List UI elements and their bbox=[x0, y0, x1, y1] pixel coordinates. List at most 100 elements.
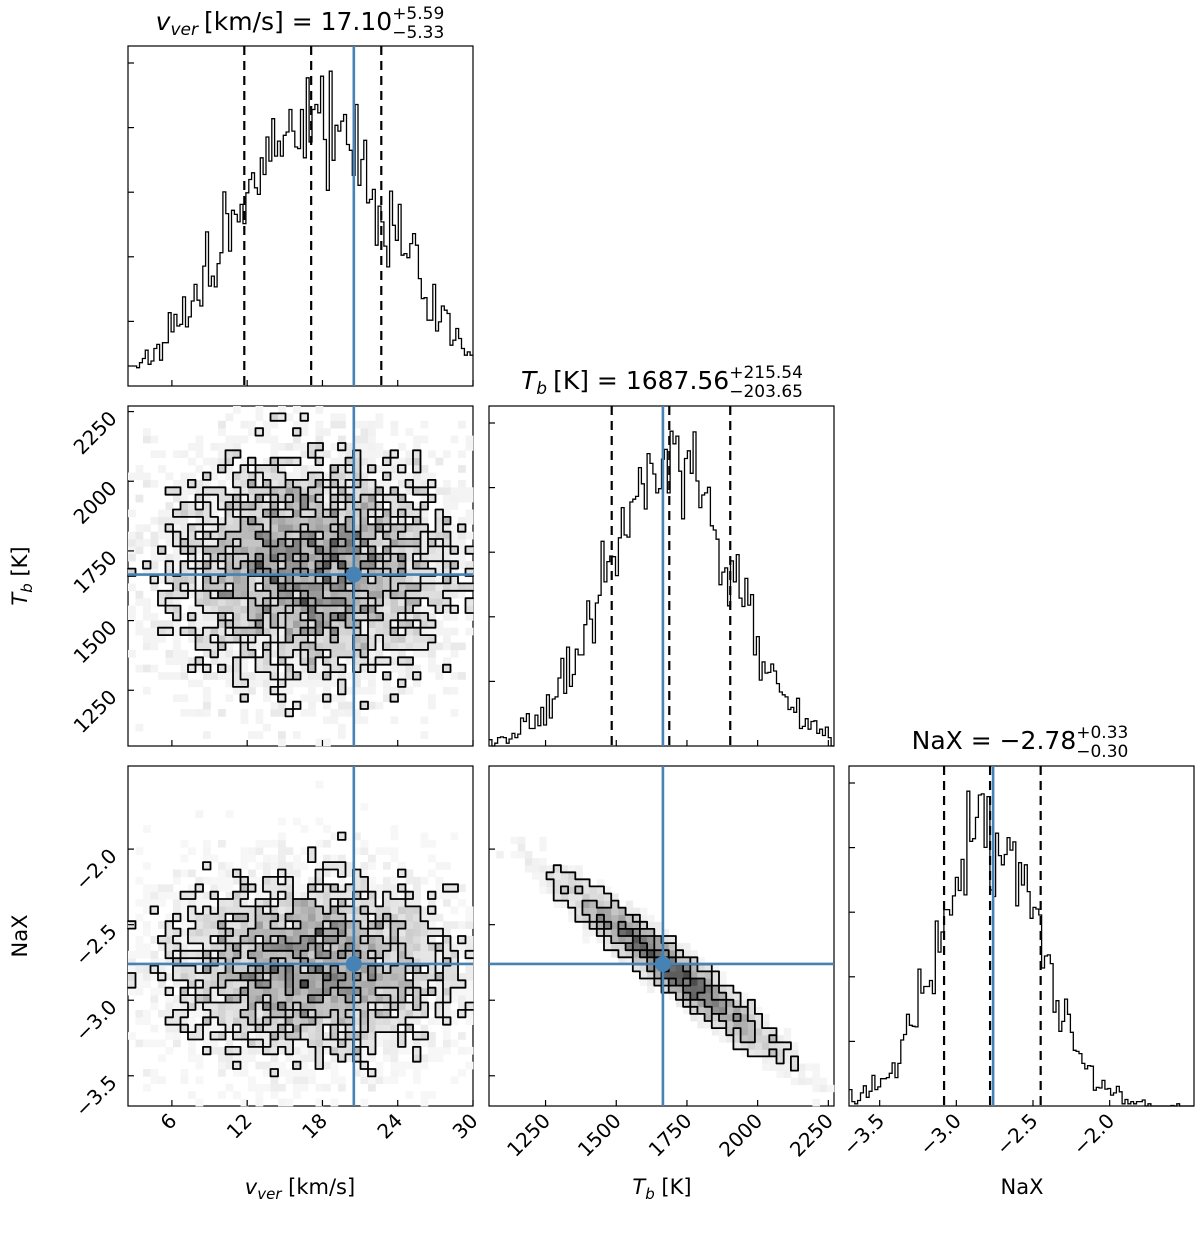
density-cell bbox=[300, 913, 309, 922]
density-cell bbox=[323, 921, 331, 929]
density-cell bbox=[353, 443, 361, 451]
density-cell bbox=[195, 1002, 204, 1011]
density-cell bbox=[539, 843, 547, 852]
density-cell bbox=[255, 413, 264, 422]
density-cell bbox=[195, 494, 204, 503]
density-cell bbox=[575, 907, 583, 916]
density-cell bbox=[383, 1039, 391, 1048]
density-cell bbox=[210, 906, 219, 915]
density-cell bbox=[323, 995, 331, 1003]
density-cell bbox=[158, 620, 166, 628]
density-cell bbox=[255, 428, 264, 436]
density-cell bbox=[790, 1049, 799, 1057]
density-cell bbox=[278, 502, 286, 510]
density-cell bbox=[248, 546, 256, 555]
density-cell bbox=[180, 450, 189, 458]
density-cell bbox=[195, 1061, 204, 1070]
density-cell bbox=[338, 832, 346, 841]
density-cell bbox=[165, 568, 174, 577]
density-cell bbox=[345, 973, 354, 981]
density-cell bbox=[338, 1032, 346, 1040]
density-cell bbox=[308, 494, 316, 503]
density-cell bbox=[375, 950, 384, 959]
density-cell bbox=[263, 686, 271, 695]
density-cell bbox=[323, 642, 331, 651]
density-cell bbox=[300, 928, 309, 937]
density-cell bbox=[300, 921, 309, 929]
ytick-label-T-2: 1750 bbox=[69, 545, 122, 598]
density-cell bbox=[173, 657, 181, 665]
density-cell bbox=[300, 531, 309, 540]
density-cell bbox=[560, 900, 569, 908]
density-cell bbox=[255, 876, 264, 885]
density-cell bbox=[740, 992, 749, 1001]
density-cell bbox=[293, 701, 301, 710]
density-cell bbox=[143, 906, 151, 915]
density-cell bbox=[188, 679, 196, 688]
density-cell bbox=[420, 980, 429, 988]
density-cell bbox=[405, 627, 414, 636]
density-cell bbox=[315, 1083, 324, 1092]
density-cell bbox=[458, 1069, 466, 1077]
density-cell bbox=[270, 502, 279, 510]
density-vver-tb bbox=[127, 406, 474, 747]
density-cell bbox=[233, 598, 241, 606]
density-cell bbox=[413, 457, 421, 466]
density-cell bbox=[323, 583, 331, 592]
density-cell bbox=[165, 995, 174, 1003]
density-cell bbox=[218, 553, 226, 562]
density-cell bbox=[517, 843, 526, 852]
density-cell bbox=[150, 906, 159, 915]
density-cell bbox=[368, 899, 376, 907]
xtick-label-T-2: 1750 bbox=[644, 1109, 697, 1162]
density-cell bbox=[405, 980, 414, 988]
density-cell bbox=[263, 943, 271, 952]
density-cell bbox=[625, 936, 634, 944]
density-cell bbox=[300, 694, 309, 702]
density-cell bbox=[248, 649, 256, 658]
density-cell bbox=[240, 657, 249, 665]
density-cell bbox=[143, 980, 151, 988]
density-cell bbox=[405, 657, 414, 665]
density-cell bbox=[300, 958, 309, 966]
density-cell bbox=[776, 1035, 784, 1043]
density-cell bbox=[330, 716, 339, 725]
density-cell bbox=[618, 921, 626, 930]
density-cell bbox=[293, 553, 301, 562]
density-cell bbox=[345, 620, 354, 628]
density-cell bbox=[195, 876, 204, 885]
density-cell bbox=[719, 992, 727, 1001]
density-cell bbox=[390, 494, 399, 503]
density-cell bbox=[285, 1017, 294, 1025]
density-cell bbox=[218, 928, 226, 937]
density-cell bbox=[604, 914, 612, 923]
density-cell bbox=[210, 620, 219, 628]
density-cell bbox=[510, 851, 519, 859]
density-cell bbox=[632, 914, 641, 923]
density-cell bbox=[308, 583, 316, 592]
density-cell bbox=[293, 965, 301, 974]
density-cell bbox=[420, 590, 429, 599]
density-cell bbox=[135, 524, 144, 532]
density-cell bbox=[345, 649, 354, 658]
density-cell bbox=[413, 539, 421, 547]
density-cell bbox=[338, 635, 346, 643]
density-cell bbox=[668, 978, 677, 986]
density-cell bbox=[330, 598, 339, 606]
density-cell bbox=[158, 627, 166, 636]
density-cell bbox=[225, 590, 234, 599]
density-cell bbox=[360, 457, 369, 466]
density-cell bbox=[225, 620, 234, 628]
density-cell bbox=[180, 950, 189, 959]
density-cell bbox=[704, 999, 713, 1008]
density-cell bbox=[458, 479, 466, 488]
density-cell bbox=[203, 906, 211, 915]
density-cell bbox=[368, 679, 376, 688]
density-cell bbox=[338, 598, 346, 606]
density-cell bbox=[697, 1021, 705, 1029]
density-cell bbox=[255, 928, 264, 937]
density-cell bbox=[353, 553, 361, 562]
density-cell bbox=[285, 1054, 294, 1062]
density-cell bbox=[285, 583, 294, 592]
density-cell bbox=[285, 590, 294, 599]
